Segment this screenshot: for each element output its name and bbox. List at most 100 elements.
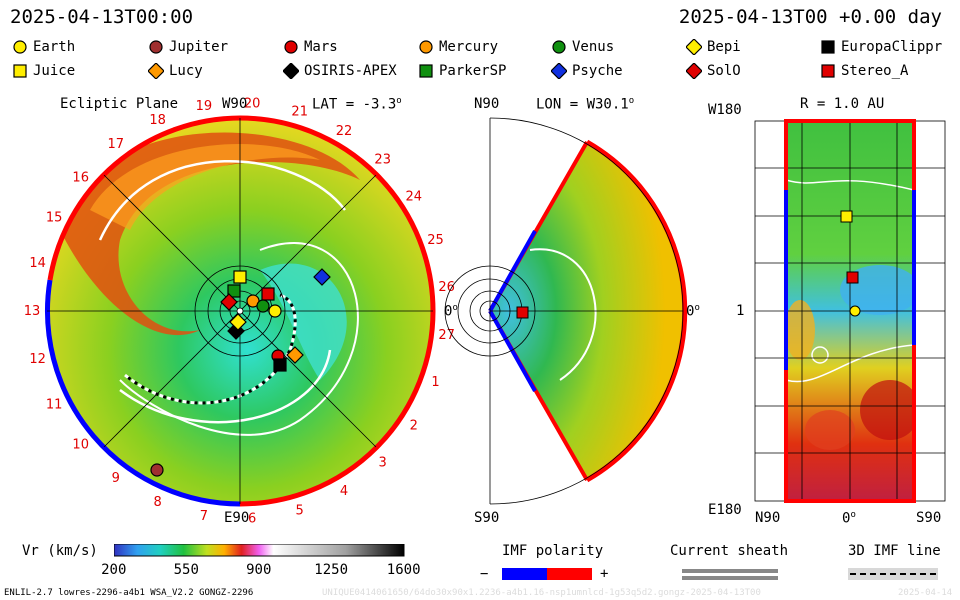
circle-icon [552, 40, 566, 54]
legend-item-venus: Venus [551, 39, 614, 55]
diamond-icon [686, 63, 702, 79]
lucy-marker [286, 346, 304, 364]
rotation-tick-label: 24 [406, 190, 423, 205]
stereo-a-marker [261, 287, 275, 301]
legend-item-stereo-a: Stereo_A [820, 63, 908, 79]
rotation-tick-label: 17 [108, 137, 125, 152]
rotation-tick-label: 25 [427, 233, 444, 248]
meridional-bottom-label: S90 [474, 510, 500, 526]
legend-item-osiris-apex: OSIRIS-APEX [283, 63, 397, 79]
square-icon [13, 64, 27, 78]
rotation-tick-label: 23 [374, 153, 391, 168]
imf-negative-swatch [502, 568, 547, 580]
diamond-icon [283, 63, 299, 79]
rotation-tick-label: 11 [46, 397, 63, 412]
fast-stream-arm-2 [90, 144, 320, 230]
ecliptic-right-label: 0o [444, 303, 458, 320]
ecliptic-bottom-label: E90 [224, 510, 250, 526]
datetime-left: 2025-04-13T00:00 [10, 6, 194, 28]
bepi-marker [229, 313, 247, 331]
meridional-grid [444, 117, 684, 505]
imf-polarity-ring-negative [45, 279, 241, 507]
plot-panels: 19 20212223242526271234567891011121314151… [24, 96, 946, 527]
ecliptic-lat-label: LAT = -3.3o [312, 96, 402, 113]
solo-marker [220, 293, 238, 311]
imf-line-label: 3D IMF line [848, 543, 941, 559]
rotation-tick-label: 15 [46, 211, 63, 226]
square-icon [821, 40, 835, 54]
current-sheath-swatch [682, 569, 778, 573]
stereo-a-marker [516, 306, 529, 319]
rotation-tick-label: 13 [24, 304, 41, 319]
legend-item-solo: SolO [686, 63, 741, 79]
rotation-tick-label: 12 [29, 352, 46, 367]
parkersp-marker [227, 284, 241, 298]
legend-label: Jupiter [169, 39, 229, 55]
rotation-tick-label: 3 [379, 455, 387, 470]
rotation-tick-label: 2 [410, 418, 418, 433]
footer-date-info: 2025-04-14 [898, 588, 953, 598]
venus-marker [256, 299, 270, 313]
imf-line [124, 293, 297, 405]
current-sheath-label: Current sheath [670, 543, 789, 559]
juice-marker [840, 210, 853, 223]
psyche-marker [313, 268, 331, 286]
legend-label: Bepi [707, 39, 741, 55]
legend-label: Juice [33, 63, 76, 79]
current-sheath-line [529, 248, 597, 381]
legend-label: ParkerSP [439, 63, 507, 79]
rotation-tick-label: 22 [336, 124, 353, 139]
legend-item-jupiter: Jupiter [148, 39, 228, 55]
meridional-lon-label: LON = W30.1o [536, 96, 635, 113]
earth-marker [268, 304, 282, 318]
circle-icon [284, 40, 298, 54]
ecliptic-plane-panel: 19 20212223242526271234567891011121314151… [24, 96, 455, 526]
rotation-tick-label: 27 [438, 328, 455, 343]
rotation-tick-label: 6 [248, 512, 256, 527]
diamond-icon [686, 39, 702, 55]
radial-x-label-n90: N90 [755, 510, 781, 526]
europaclippr-marker [273, 358, 287, 372]
circle-icon [13, 40, 27, 54]
legend-item-lucy: Lucy [148, 63, 203, 79]
legend-item-juice: Juice [12, 63, 75, 79]
meridional-top-label: N90 [474, 96, 500, 112]
diamond-icon [148, 63, 164, 79]
legend-label: SolO [707, 63, 741, 79]
rotation-tick-label: 20 [244, 96, 261, 111]
radial-bottom-left-label: E180 [708, 502, 742, 518]
radial-x-label-s90: S90 [916, 510, 942, 526]
stereo-a-marker [846, 271, 859, 284]
colorbar-tick-label: 1250 [314, 562, 349, 578]
diamond-icon [551, 63, 567, 79]
legend-label: Lucy [169, 63, 203, 79]
circle-icon [419, 40, 433, 54]
current-sheath-swatch [682, 576, 778, 580]
legend-item-parkersp: ParkerSP [418, 63, 506, 79]
colorbar-tick-label: 550 [173, 562, 199, 578]
radial-panel [754, 119, 946, 503]
ecliptic-top-label: W90 [222, 96, 248, 112]
jupiter-marker [150, 463, 164, 477]
current-sheath-line [119, 349, 332, 424]
datetime-right: 2025-04-13T00 +0.00 day [678, 6, 942, 28]
rotation-tick-label: 5 [296, 503, 304, 518]
colorbar-label: Vr (km/s) [22, 543, 98, 559]
rotation-tick-label: 21 [291, 105, 308, 120]
wedge-edge-north-neg [488, 230, 537, 312]
rotation-tick-label: 18 [149, 113, 166, 128]
legend-label: EuropaClippr [841, 39, 943, 55]
rotation-tick-label: 8 [153, 495, 161, 510]
legend-label: Mars [304, 39, 338, 55]
colorbar-tick-label: 200 [101, 562, 127, 578]
legend-label: Stereo_A [841, 63, 909, 79]
legend-label: Mercury [439, 39, 499, 55]
meridional-right-label: 0o [686, 303, 700, 320]
imf-polarity-arc [585, 139, 688, 483]
footer-run-info: UNIQUE0414061650/64do30x90x1.2236-a4b1.1… [322, 588, 761, 598]
ecliptic-title: Ecliptic Plane [60, 96, 179, 112]
rotation-tick-label: 16 [72, 170, 89, 185]
rotation-tick-label: 14 [29, 256, 46, 271]
current-sheath-line [119, 242, 359, 436]
meridional-plane-panel [444, 117, 688, 505]
